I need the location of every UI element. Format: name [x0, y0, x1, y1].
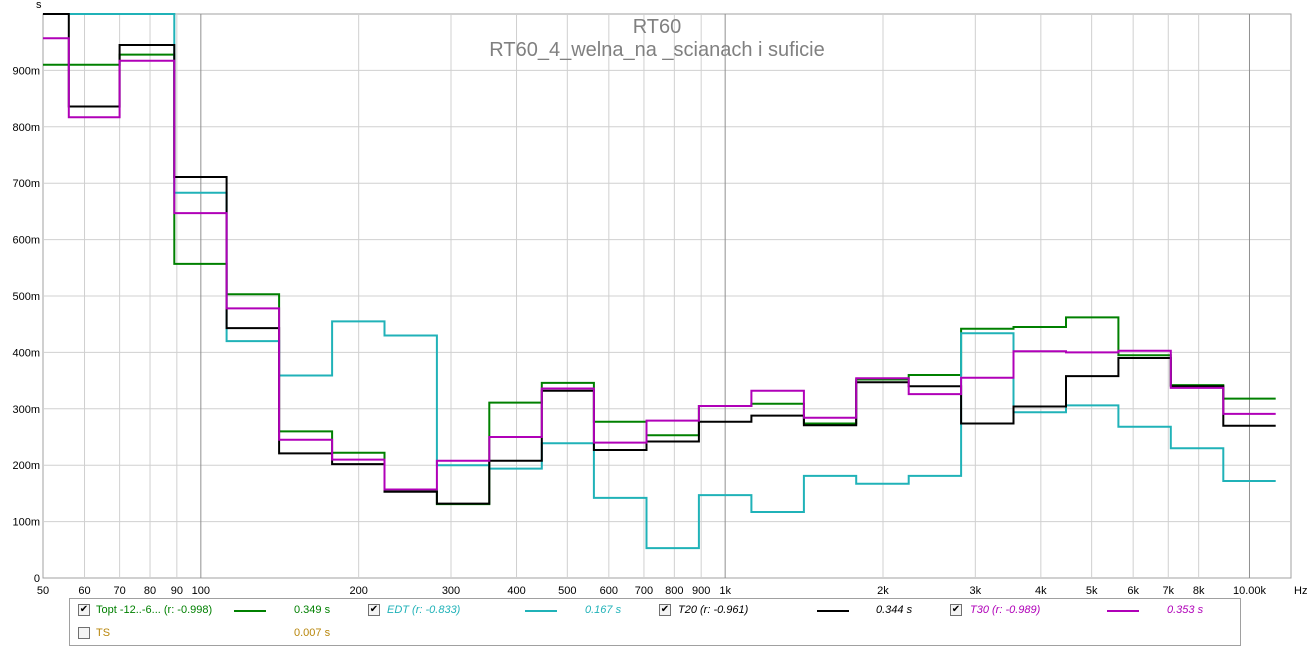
x-tick-label: 2k — [877, 585, 889, 596]
grid — [43, 14, 1291, 578]
legend-value-ts: 0.007 s — [294, 627, 331, 639]
legend-label-t30: T30 (r: -0.989) — [970, 604, 1041, 616]
x-tick-label: 90 — [171, 585, 183, 596]
x-tick-label: 6k — [1127, 585, 1139, 596]
y-tick-label: 500m — [12, 291, 40, 303]
x-tick-label: 600 — [600, 585, 618, 596]
x-tick-label: 1k — [719, 585, 731, 596]
legend-swatch-topt — [234, 610, 266, 612]
legend-panel: Topt -12..-6... (r: -0.998) 0.349 s EDT … — [69, 598, 1241, 646]
x-tick-label: 300 — [442, 585, 460, 596]
series-t30 — [43, 37, 1276, 491]
y-tick-label: 0 — [34, 573, 40, 585]
legend-checkbox-t30[interactable] — [950, 604, 962, 616]
legend-value-topt: 0.349 s — [294, 604, 331, 616]
legend-checkbox-t20[interactable] — [659, 604, 671, 616]
legend-label-topt: Topt -12..-6... (r: -0.998) — [96, 604, 213, 616]
y-tick-label: 700m — [12, 178, 40, 190]
legend-checkbox-ts[interactable] — [78, 627, 90, 639]
x-tick-label: 200 — [349, 585, 367, 596]
x-tick-label: 10.00k — [1233, 585, 1267, 596]
y-tick-label: 300m — [12, 404, 40, 416]
legend-value-edt: 0.167 s — [585, 604, 622, 616]
legend-label-edt: EDT (r: -0.833) — [387, 604, 461, 616]
x-tick-label: 8k — [1193, 585, 1205, 596]
x-tick-label: 700 — [635, 585, 653, 596]
x-tick-label: 5k — [1086, 585, 1098, 596]
x-tick-label: 400 — [507, 585, 525, 596]
y-tick-label: 800m — [12, 122, 40, 134]
x-tick-label: 80 — [144, 585, 156, 596]
y-axis-unit: s — [36, 0, 42, 11]
y-tick-label: 600m — [12, 235, 40, 247]
series-lines — [43, 13, 1276, 550]
x-tick-label: 4k — [1035, 585, 1047, 596]
legend-checkbox-edt[interactable] — [368, 604, 380, 616]
x-tick-label: 3k — [970, 585, 982, 596]
y-tick-label: 100m — [12, 517, 40, 529]
x-tick-label: 800 — [665, 585, 683, 596]
chart-subtitle: RT60_4_welna_na _scianach i suficie — [489, 39, 824, 61]
y-tick-label: 200m — [12, 460, 40, 472]
legend-label-t20: T20 (r: -0.961) — [678, 604, 749, 616]
x-tick-label: 50 — [37, 585, 49, 596]
legend-swatch-edt — [525, 610, 557, 612]
axis-ticks: 0 100m 200m 300m 400m 500m 600m 700m 800m 900m 50 6… — [12, 65, 1266, 596]
legend-label-ts: TS — [96, 627, 111, 639]
legend-swatch-t20 — [817, 610, 849, 612]
x-axis-unit: Hz — [1294, 585, 1307, 596]
y-tick-label: 400m — [12, 347, 40, 359]
chart-title: RT60 — [633, 16, 682, 38]
y-tick-label: 900m — [12, 65, 40, 77]
legend-value-t30: 0.353 s — [1167, 604, 1204, 616]
legend-value-t20: 0.344 s — [876, 604, 913, 616]
x-tick-label: 900 — [692, 585, 710, 596]
legend-swatch-t30 — [1107, 610, 1139, 612]
legend-checkbox-topt[interactable] — [78, 604, 90, 616]
x-tick-label: 500 — [558, 585, 576, 596]
x-tick-label: 70 — [113, 585, 125, 596]
rt60-chart: 0 100m 200m 300m 400m 500m 600m 700m 800m 900m 50 6… — [12, 0, 1307, 596]
x-tick-label: 60 — [78, 585, 90, 596]
x-tick-label: 100 — [192, 585, 210, 596]
x-tick-label: 7k — [1162, 585, 1174, 596]
